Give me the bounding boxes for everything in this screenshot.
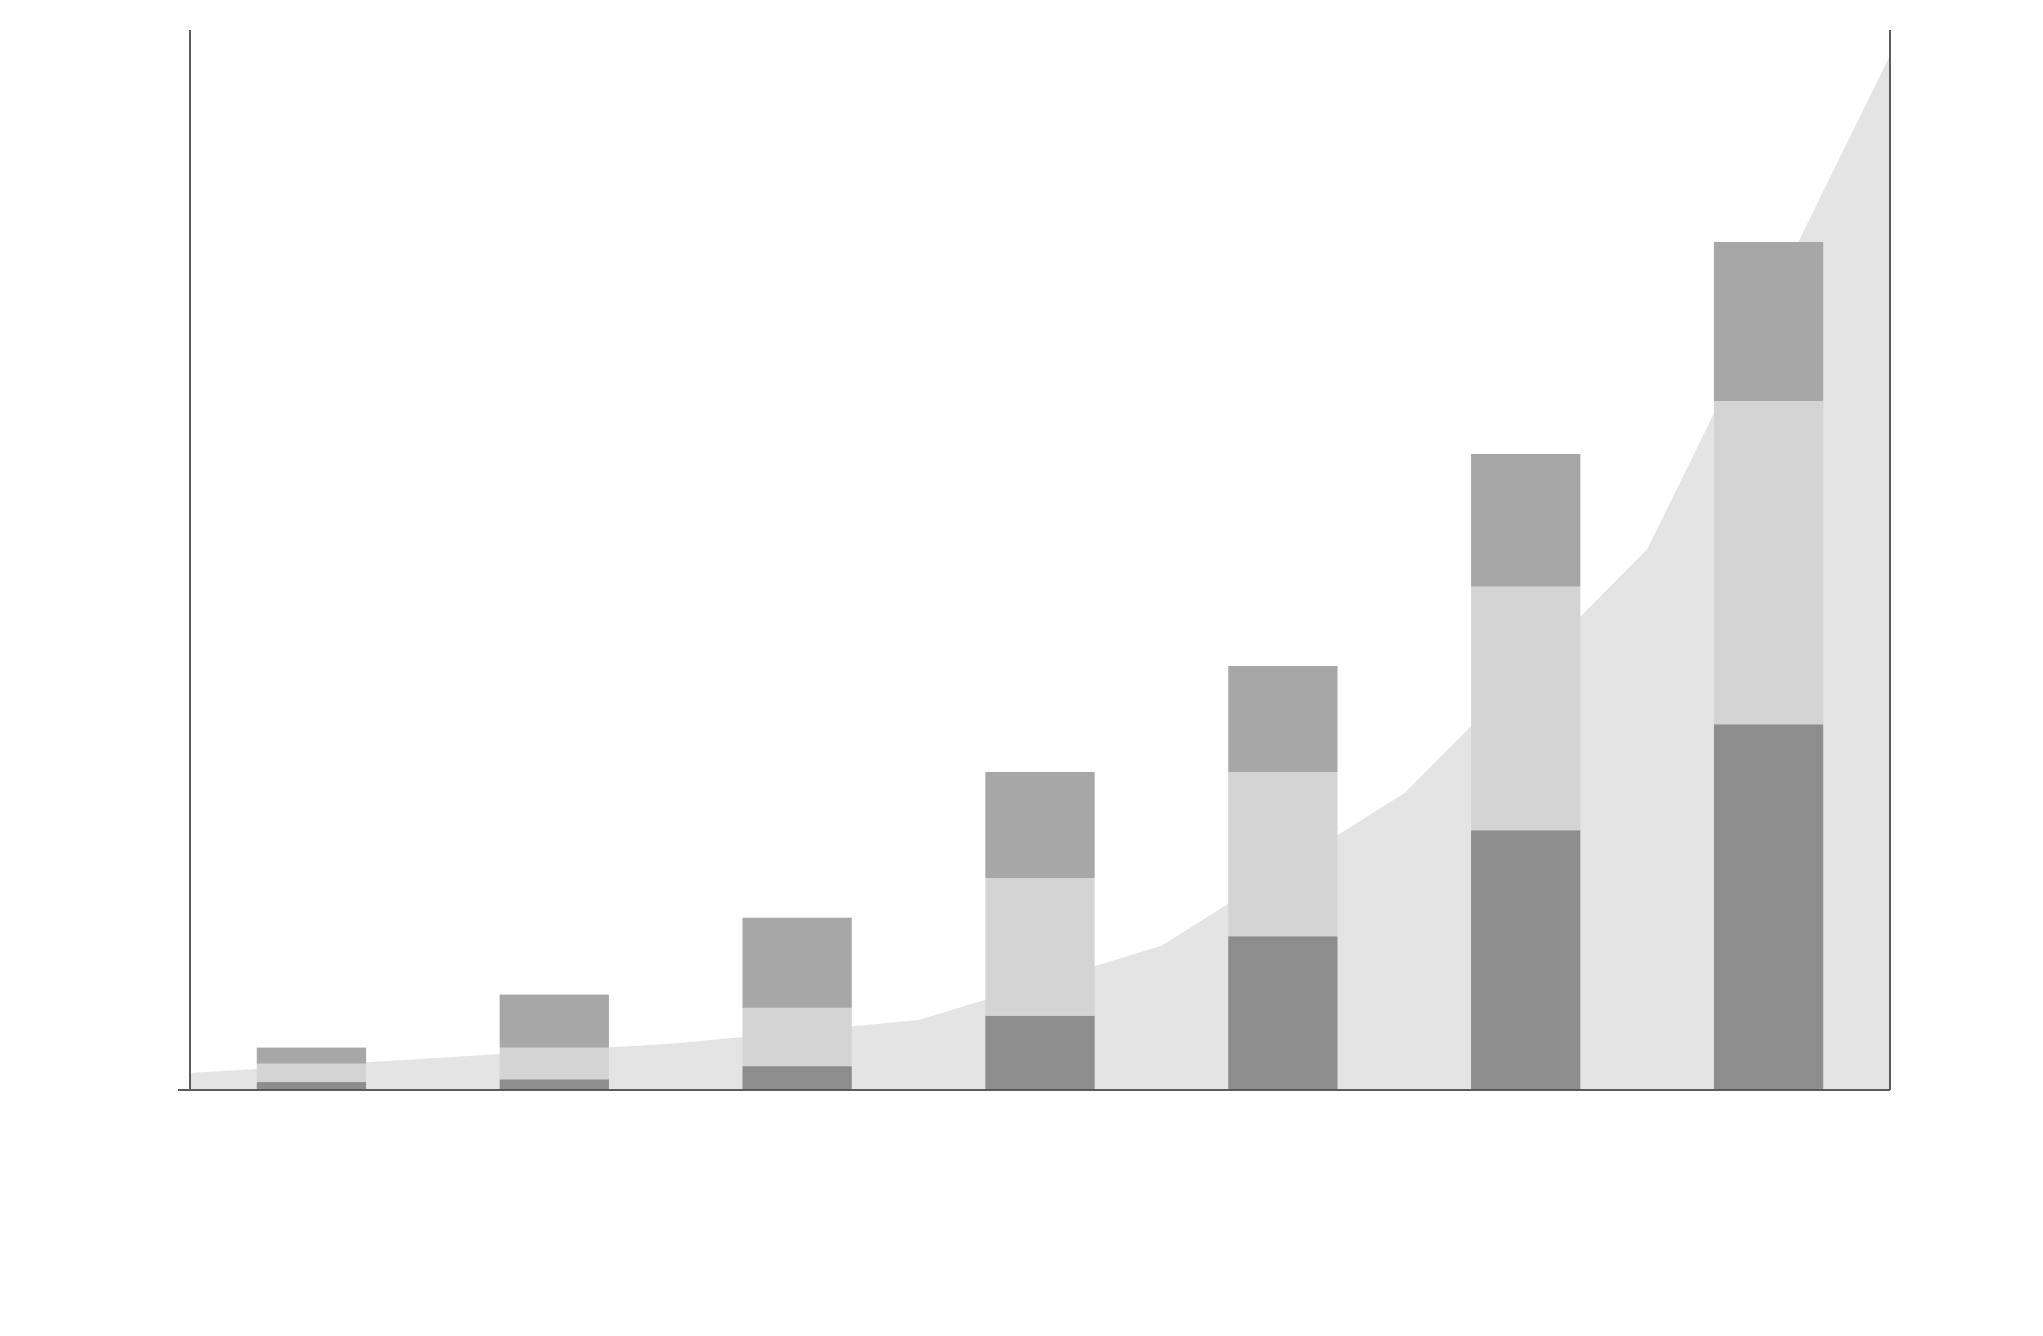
bar-2012-utility (743, 918, 852, 1008)
bar-2013E-residential (985, 1016, 1094, 1090)
bar-2010-commercial (257, 1064, 366, 1083)
bar-2013E-commercial (985, 878, 1094, 1016)
bar-2011-utility (500, 995, 609, 1048)
bar-2016E-utility (1714, 242, 1823, 401)
bar-2012-residential (743, 1066, 852, 1090)
bar-2011-commercial (500, 1048, 609, 1080)
bar-2016E-residential (1714, 724, 1823, 1090)
bar-2015E-commercial (1471, 587, 1580, 831)
bar-2015E-utility (1471, 454, 1580, 587)
bar-2011-residential (500, 1079, 609, 1090)
bar-2014E-residential (1228, 936, 1337, 1090)
bar-2010-residential (257, 1082, 366, 1090)
bar-2014E-commercial (1228, 772, 1337, 936)
bar-2016E-commercial (1714, 401, 1823, 724)
bar-2012-commercial (743, 1008, 852, 1066)
pv-chart (0, 0, 2043, 1336)
bar-2015E-residential (1471, 830, 1580, 1090)
bar-2013E-utility (985, 772, 1094, 878)
bar-2014E-utility (1228, 666, 1337, 772)
bar-2010-utility (257, 1048, 366, 1064)
chart-svg (0, 0, 2043, 1336)
